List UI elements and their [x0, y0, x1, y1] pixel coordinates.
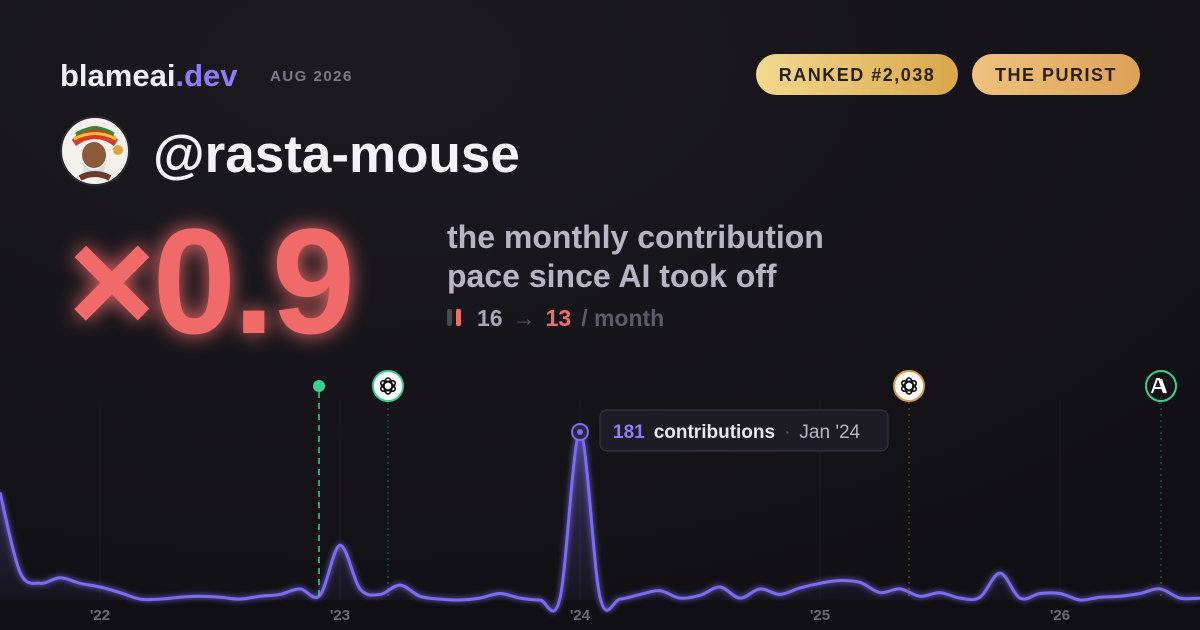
brand-tld: .dev [175, 58, 238, 93]
headline-line: the monthly contribution [447, 219, 824, 255]
headline-line: pace since AI took off [447, 258, 777, 294]
date: AUG 2026 [270, 68, 353, 85]
avatar [60, 116, 130, 186]
tooltip-box [599, 409, 889, 452]
event-dot [313, 380, 325, 392]
pace-arrow: → [513, 305, 536, 331]
openai-logo [379, 377, 397, 395]
x-tick-label: '22 [90, 607, 110, 624]
brand: blameai.dev [60, 58, 238, 93]
x-tick-label: '23 [330, 607, 350, 624]
openai-logo [900, 377, 918, 395]
tooltip-sep: · [784, 422, 790, 443]
handle: @rasta-mouse [153, 125, 520, 184]
chart: '22 '23 '24 '25 '26 [0, 400, 1200, 630]
anthropic-logo [1151, 378, 1167, 394]
badge [756, 54, 958, 95]
tooltip: 181 contributions · Jan '24 [599, 409, 889, 452]
brand-name: blameai [60, 58, 175, 93]
tooltip-value: 181 [613, 422, 645, 443]
tooltip-date: Jan '24 [799, 422, 860, 443]
badge [972, 54, 1140, 95]
tooltip-text: 181 contributions · Jan '24 [613, 422, 861, 443]
pace: 16 → 13 / month [477, 305, 664, 331]
event-icon [893, 370, 925, 402]
multiplier: ×0.9 [68, 197, 352, 365]
badge-label: THE PURIST [995, 65, 1117, 85]
x-tick-label: '24 [570, 607, 591, 624]
line [0, 430, 1200, 613]
legend-icon [447, 309, 452, 326]
axis-band [0, 600, 1200, 630]
tooltip-label: contributions [654, 422, 775, 443]
peak-dot [577, 429, 583, 436]
pace-after: 13 [546, 305, 572, 331]
x-tick-label: '26 [1050, 607, 1070, 624]
badge-label: RANKED #2,038 [779, 65, 936, 85]
event-icon [372, 370, 404, 402]
pace-unit: / month [581, 305, 664, 331]
pace-before: 16 [477, 305, 503, 331]
x-tick-label: '25 [810, 607, 830, 624]
legend-icon [456, 309, 461, 326]
event-markers [313, 370, 1177, 600]
